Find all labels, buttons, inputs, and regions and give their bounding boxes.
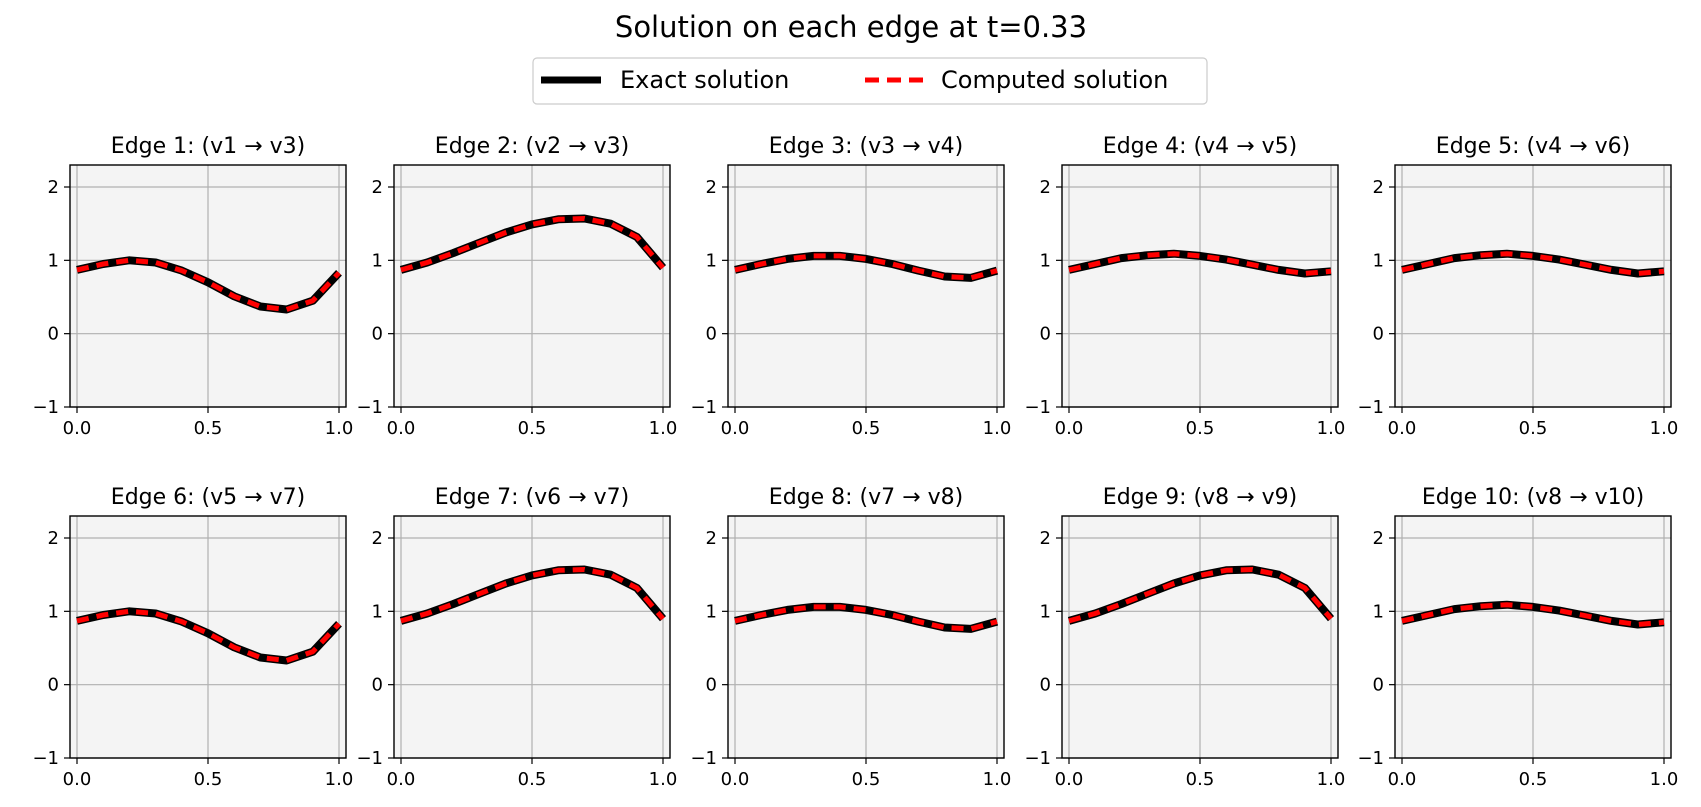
- panel-title: Edge 9: (v8 → v9): [1103, 485, 1297, 510]
- y-tick-label: 1: [372, 601, 383, 622]
- x-tick-label: 0.5: [852, 418, 881, 439]
- y-tick-label: 2: [1040, 528, 1051, 549]
- x-tick-label: 0.5: [1519, 418, 1548, 439]
- y-tick-label: 0: [372, 324, 383, 345]
- x-tick-label: 0.0: [387, 418, 416, 439]
- x-tick-label: 0.5: [852, 769, 881, 790]
- y-tick-label: −1: [690, 748, 717, 769]
- y-tick-label: 0: [1373, 324, 1384, 345]
- y-tick-label: 2: [372, 528, 383, 549]
- figure-title: Solution on each edge at t=0.33: [615, 10, 1087, 44]
- x-tick-label: 0.5: [518, 418, 547, 439]
- y-tick-label: −1: [1357, 397, 1384, 418]
- y-tick-label: 1: [1040, 250, 1051, 271]
- x-tick-label: 1.0: [325, 418, 354, 439]
- x-tick-label: 1.0: [983, 769, 1012, 790]
- y-tick-label: 2: [1373, 177, 1384, 198]
- y-tick-label: 2: [372, 177, 383, 198]
- panel-6: 0.0 0.5 1.0 −1 0 1 2 Edge 6: (v5 → v7): [32, 485, 353, 790]
- y-tick-label: 1: [48, 601, 59, 622]
- y-tick-label: −1: [1024, 748, 1051, 769]
- y-tick-label: 0: [706, 324, 717, 345]
- panel-title: Edge 8: (v7 → v8): [769, 485, 963, 510]
- panel-title: Edge 5: (v4 → v6): [1436, 134, 1630, 159]
- y-tick-label: 2: [706, 528, 717, 549]
- panel-7: 0.0 0.5 1.0 −1 0 1 2 Edge 7: (v6 → v7): [356, 485, 677, 790]
- x-tick-label: 0.5: [1186, 418, 1215, 439]
- y-tick-label: −1: [1024, 397, 1051, 418]
- panel-1: 0.0 0.5 1.0 −1 0 1 2 Edge 1: (v1 → v3): [32, 134, 353, 439]
- panel-title: Edge 1: (v1 → v3): [111, 134, 305, 159]
- y-tick-label: 0: [48, 675, 59, 696]
- legend-exact-label: Exact solution: [620, 66, 789, 94]
- panel-5: 0.0 0.5 1.0 −1 0 1 2 Edge 5: (v4 → v6): [1357, 134, 1678, 439]
- y-tick-label: 0: [1040, 675, 1051, 696]
- x-tick-label: 1.0: [1650, 769, 1679, 790]
- x-tick-label: 0.0: [1388, 769, 1417, 790]
- panel-title: Edge 3: (v3 → v4): [769, 134, 963, 159]
- x-tick-label: 1.0: [1317, 418, 1346, 439]
- panel-4: 0.0 0.5 1.0 −1 0 1 2 Edge 4: (v4 → v5): [1024, 134, 1345, 439]
- panel-title: Edge 10: (v8 → v10): [1422, 485, 1644, 510]
- x-tick-label: 0.5: [1519, 769, 1548, 790]
- y-tick-label: 0: [372, 675, 383, 696]
- y-tick-label: 2: [1040, 177, 1051, 198]
- x-tick-label: 0.0: [1055, 418, 1084, 439]
- y-tick-label: 2: [48, 177, 59, 198]
- x-tick-label: 0.5: [518, 769, 547, 790]
- panel-2: 0.0 0.5 1.0 −1 0 1 2 Edge 2: (v2 → v3): [356, 134, 677, 439]
- panel-9: 0.0 0.5 1.0 −1 0 1 2 Edge 9: (v8 → v9): [1024, 485, 1345, 790]
- x-tick-label: 1.0: [1650, 418, 1679, 439]
- y-tick-label: −1: [356, 397, 383, 418]
- panel-3: 0.0 0.5 1.0 −1 0 1 2 Edge 3: (v3 → v4): [690, 134, 1011, 439]
- x-tick-label: 1.0: [1317, 769, 1346, 790]
- y-tick-label: 1: [1373, 601, 1384, 622]
- y-tick-label: 0: [706, 675, 717, 696]
- x-tick-label: 0.0: [63, 418, 92, 439]
- x-tick-label: 1.0: [649, 769, 678, 790]
- panel-title: Edge 7: (v6 → v7): [435, 485, 629, 510]
- y-tick-label: 0: [48, 324, 59, 345]
- y-tick-label: 2: [706, 177, 717, 198]
- y-tick-label: −1: [32, 748, 59, 769]
- x-tick-label: 0.5: [194, 418, 223, 439]
- x-tick-label: 0.0: [1055, 769, 1084, 790]
- panel-title: Edge 6: (v5 → v7): [111, 485, 305, 510]
- y-tick-label: 1: [372, 250, 383, 271]
- panel-8: 0.0 0.5 1.0 −1 0 1 2 Edge 8: (v7 → v8): [690, 485, 1011, 790]
- x-tick-label: 0.5: [1186, 769, 1215, 790]
- x-tick-label: 0.0: [721, 769, 750, 790]
- y-tick-label: 0: [1040, 324, 1051, 345]
- y-tick-label: −1: [32, 397, 59, 418]
- y-tick-label: 2: [1373, 528, 1384, 549]
- legend: Exact solution Computed solution: [533, 58, 1207, 104]
- y-tick-label: −1: [356, 748, 383, 769]
- y-tick-label: 0: [1373, 675, 1384, 696]
- y-tick-label: 1: [1040, 601, 1051, 622]
- y-tick-label: 2: [48, 528, 59, 549]
- x-tick-label: 0.0: [63, 769, 92, 790]
- x-tick-label: 1.0: [649, 418, 678, 439]
- x-tick-label: 1.0: [983, 418, 1012, 439]
- y-tick-label: −1: [1357, 748, 1384, 769]
- y-tick-label: 1: [1373, 250, 1384, 271]
- x-tick-label: 0.0: [721, 418, 750, 439]
- x-tick-label: 0.0: [1388, 418, 1417, 439]
- panel-10: 0.0 0.5 1.0 −1 0 1 2 Edge 10: (v8 → v10): [1357, 485, 1678, 790]
- legend-computed-label: Computed solution: [941, 66, 1168, 94]
- y-tick-label: 1: [48, 250, 59, 271]
- panel-title: Edge 2: (v2 → v3): [435, 134, 629, 159]
- y-tick-label: −1: [690, 397, 717, 418]
- y-tick-label: 1: [706, 250, 717, 271]
- x-tick-label: 1.0: [325, 769, 354, 790]
- panel-title: Edge 4: (v4 → v5): [1103, 134, 1297, 159]
- x-tick-label: 0.0: [387, 769, 416, 790]
- y-tick-label: 1: [706, 601, 717, 622]
- x-tick-label: 0.5: [194, 769, 223, 790]
